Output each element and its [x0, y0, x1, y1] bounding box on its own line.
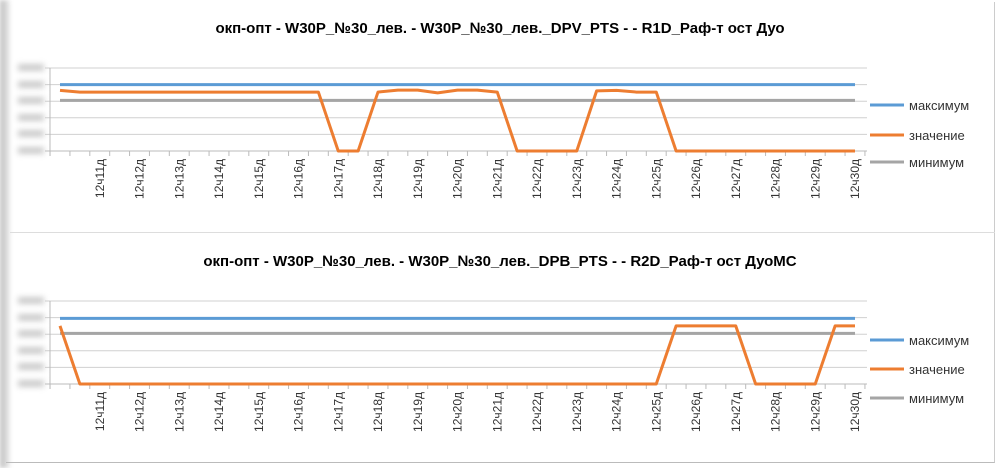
x-tick-label: 12ч15д [252, 159, 266, 199]
x-tick-label: 12ч15д [252, 392, 266, 432]
legend-label: значение [909, 362, 965, 377]
x-tick-label: 12ч29д [808, 159, 822, 199]
x-tick-label: 12ч30д [848, 392, 862, 432]
x-tick-label: 12ч20д [451, 159, 465, 199]
x-tick-label: 12ч26д [689, 159, 703, 199]
x-tick-label: 12ч18д [371, 159, 385, 199]
y-tick-label-blurred [18, 113, 44, 121]
x-tick-label: 12ч23д [570, 392, 584, 432]
chart-separator [10, 232, 995, 233]
y-tick-label-blurred [18, 363, 44, 371]
x-tick-label: 12ч17д [331, 392, 345, 432]
legend-label: минимум [909, 391, 964, 406]
legend-label: минимум [909, 155, 964, 170]
x-tick-label: 12ч16д [292, 159, 306, 199]
legend-label: максимум [909, 98, 969, 113]
x-tick-label: 12ч21д [490, 392, 504, 432]
y-tick-label-blurred [18, 80, 44, 88]
y-tick-label-blurred [18, 346, 44, 354]
x-tick-label: 12ч22д [530, 159, 544, 199]
chart-1: окп-опт - W30P_№30_лев. - W30P_№30_лев._… [45, 20, 969, 199]
x-tick-label: 12ч13д [172, 392, 186, 432]
x-tick-label: 12ч28д [769, 392, 783, 432]
x-tick-label: 12ч14д [212, 159, 226, 199]
x-tick-label: 12ч18д [371, 392, 385, 432]
y-tick-label-blurred [18, 147, 44, 154]
x-tick-label: 12ч21д [490, 159, 504, 199]
x-tick-label: 12ч11д [93, 159, 107, 198]
x-tick-label: 12ч27д [729, 159, 743, 199]
x-tick-label: 12ч26д [689, 392, 703, 432]
x-tick-label: 12ч13д [172, 159, 186, 199]
series-line-value [58, 324, 855, 386]
x-tick-label: 12ч22д [530, 392, 544, 432]
x-tick-label: 12ч25д [649, 392, 663, 432]
y-tick-label-blurred [18, 64, 44, 71]
window-edge [0, 0, 10, 468]
x-tick-label: 12ч24д [610, 392, 624, 432]
x-tick-label: 12ч24д [610, 159, 624, 199]
x-tick-label: 12ч11д [93, 392, 107, 431]
x-tick-label: 12ч12д [133, 392, 147, 432]
legend-label: значение [909, 128, 965, 143]
x-tick-label: 12ч16д [292, 392, 306, 432]
x-tick-label: 12ч17д [331, 159, 345, 199]
y-tick-label-blurred [18, 97, 44, 105]
y-tick-label-blurred [18, 330, 44, 338]
x-tick-label: 12ч30д [848, 159, 862, 199]
legend-label: максимум [909, 333, 969, 348]
series-line-value [59, 88, 855, 153]
x-tick-label: 12ч12д [133, 159, 147, 199]
x-tick-label: 12ч19д [411, 392, 425, 432]
x-tick-label: 12ч27д [729, 392, 743, 432]
x-tick-label: 12ч20д [451, 392, 465, 432]
x-tick-label: 12ч14д [212, 392, 226, 432]
y-tick-label-blurred [18, 313, 44, 321]
x-tick-label: 12ч28д [769, 159, 783, 199]
chart-title: окп-опт - W30P_№30_лев. - W30P_№30_лев._… [215, 20, 784, 37]
y-tick-label-blurred [18, 380, 44, 387]
x-tick-label: 12ч23д [570, 159, 584, 199]
x-tick-label: 12ч19д [411, 159, 425, 199]
y-tick-label-blurred [18, 297, 44, 304]
x-tick-label: 12ч29д [808, 392, 822, 432]
x-tick-label: 12ч25д [649, 159, 663, 199]
y-tick-label-blurred [18, 130, 44, 138]
chart-2: окп-опт - W30P_№30_лев. - W30P_№30_лев._… [45, 253, 969, 432]
chart-title: окп-опт - W30P_№30_лев. - W30P_№30_лев._… [203, 253, 796, 270]
